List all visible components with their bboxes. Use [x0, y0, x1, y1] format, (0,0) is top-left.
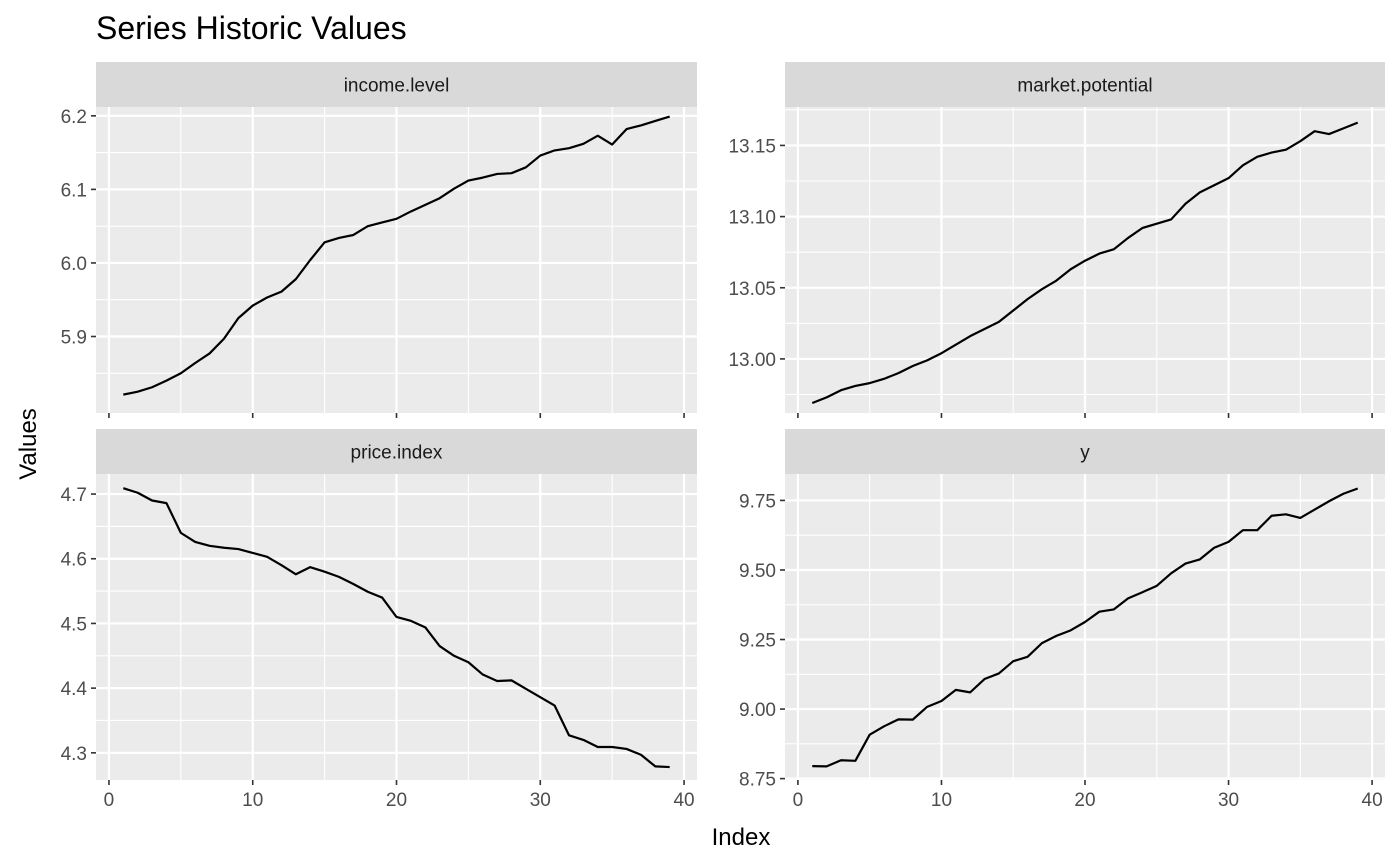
chart-title: Series Historic Values	[96, 10, 407, 46]
x-tick-label: 0	[793, 790, 804, 811]
y-tick-label: 9.75	[739, 491, 776, 512]
x-tick-label: 20	[1074, 790, 1095, 811]
facet-panels: income.level 5.9 6.0 6.1 6.2 market.potential…	[61, 62, 1385, 811]
x-tick-label: 30	[530, 790, 551, 811]
facet-strip	[96, 62, 697, 107]
facet-strip	[785, 62, 1385, 107]
y-tick-label: 4.5	[61, 614, 87, 635]
x-tick-label: 10	[242, 790, 263, 811]
y-tick-label: 13.00	[728, 350, 776, 371]
y-tick-label: 13.15	[728, 136, 776, 157]
x-tick-label: 10	[931, 790, 952, 811]
y-tick-label: 9.50	[739, 561, 776, 582]
y-tick-label: 4.6	[61, 550, 87, 571]
y-tick-label: 9.25	[739, 631, 776, 652]
x-tick-label: 20	[386, 790, 407, 811]
y-tick-label: 5.9	[61, 328, 87, 349]
x-tick-label: 0	[104, 790, 115, 811]
y-tick-label: 13.05	[728, 279, 776, 300]
y-tick-label: 4.3	[61, 744, 87, 765]
x-axis-title: Index	[712, 824, 771, 851]
series-line-y	[812, 487, 1359, 768]
panel-market-potential: market.potential 13.00 13.05 13.10 13.15	[728, 62, 1385, 418]
facet-strip-label: price.index	[351, 443, 443, 464]
y-tick-label: 6.0	[61, 254, 87, 275]
series-line-income-level	[123, 115, 671, 396]
facet-strip	[96, 429, 697, 474]
facet-strip-label: income.level	[344, 76, 450, 97]
panel-y: y 8.75 9.00 9.25 9.50 9.75 0 10 20 30 40	[739, 429, 1385, 811]
panel-income-level: income.level 5.9 6.0 6.1 6.2	[61, 62, 697, 418]
x-tick-label: 40	[673, 790, 694, 811]
series-line-market-potential	[811, 121, 1359, 405]
x-tick-label: 30	[1218, 790, 1239, 811]
y-tick-label: 13.10	[728, 208, 776, 229]
y-tick-label: 6.2	[61, 107, 87, 128]
series-line-price-index	[122, 487, 670, 769]
y-tick-label: 4.7	[61, 485, 87, 506]
y-tick-label: 9.00	[739, 700, 776, 721]
panel-price-index: price.index 4.3 4.4 4.5 4.6 4.7 0 10 20 30 40	[61, 429, 697, 811]
facet-strip	[785, 429, 1385, 474]
facet-strip-label: y	[1080, 443, 1090, 464]
x-tick-label: 40	[1362, 790, 1383, 811]
facet-strip-label: market.potential	[1017, 76, 1152, 97]
y-tick-label: 4.4	[61, 679, 88, 700]
y-axis-title: Values	[15, 408, 42, 480]
y-tick-label: 6.1	[61, 180, 87, 201]
y-tick-label: 8.75	[739, 770, 776, 791]
